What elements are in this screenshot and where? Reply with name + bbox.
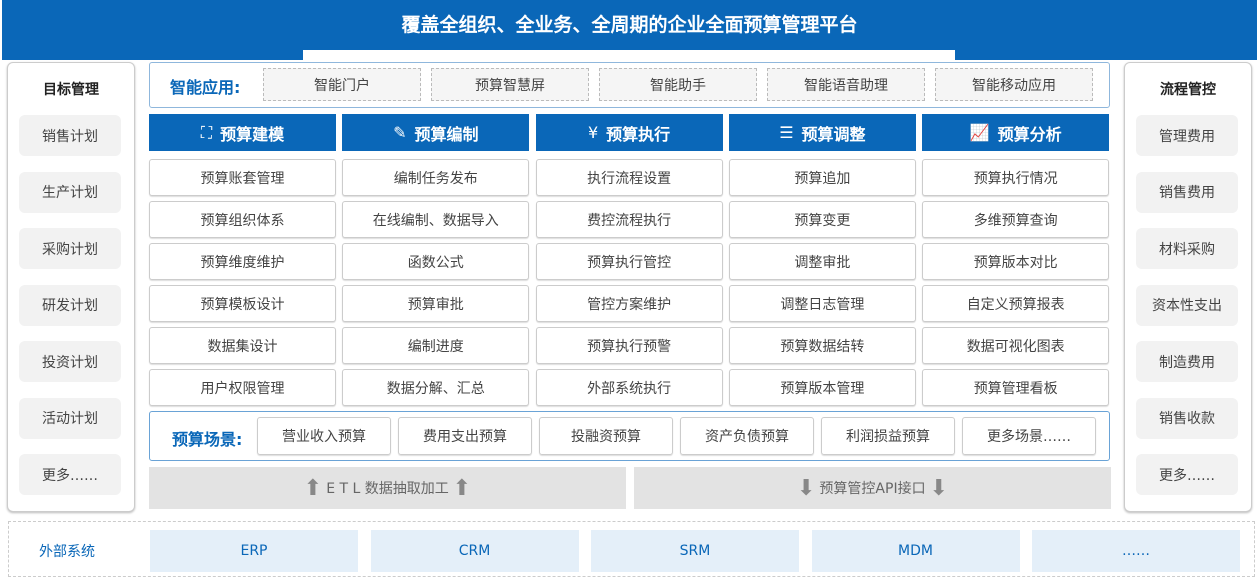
left-panel-title: 目标管理 — [43, 82, 99, 98]
right-panel-process-control: 流程管控 管理费用销售费用材料采购资本性支出制造费用销售收款更多…… — [1124, 62, 1252, 512]
module-function-item[interactable]: 数据集设计 — [149, 327, 336, 364]
right-item[interactable]: 销售费用 — [1136, 171, 1238, 213]
left-item[interactable]: 采购计划 — [19, 228, 121, 269]
right-item[interactable]: 材料采购 — [1136, 228, 1238, 269]
smart-app-item[interactable]: 智能移动应用 — [935, 68, 1093, 101]
module-function-item[interactable]: 预算管理看板 — [922, 369, 1110, 406]
external-system-item[interactable]: ERP — [150, 530, 358, 572]
module-function-item[interactable]: 自定义预算报表 — [922, 285, 1110, 322]
module-function-item[interactable]: 预算账套管理 — [149, 159, 336, 196]
module-function-item[interactable]: 预算维度维护 — [149, 243, 336, 280]
smart-apps-label: 智能应用: — [170, 78, 241, 97]
sliders-icon: ☰ — [779, 123, 794, 142]
left-item[interactable]: 投资计划 — [19, 341, 121, 382]
module-title: 预算分析 — [997, 124, 1062, 144]
api-label: 预算管控API接口 — [819, 481, 926, 497]
external-systems-row: 外部系统 ERP CRM SRM MDM …… — [8, 521, 1255, 577]
module-header[interactable]: ¥ 预算执行 — [535, 114, 723, 151]
edit-icon: ✎ — [393, 123, 407, 142]
scene-item[interactable]: 投融资预算 — [539, 417, 673, 455]
module-function-item[interactable]: 预算执行管控 — [535, 243, 723, 280]
header-underline — [303, 50, 955, 60]
module-function-item[interactable]: 预算数据结转 — [728, 327, 916, 364]
module-header[interactable]: ☰ 预算调整 — [728, 114, 916, 151]
right-item[interactable]: 管理费用 — [1136, 115, 1238, 156]
arrow-down-icon: ⬇ — [796, 475, 816, 501]
cubes-icon: ⛶ — [200, 122, 213, 142]
module-function-item[interactable]: 预算组织体系 — [149, 201, 336, 238]
smart-apps-row: 智能应用: 智能门户 预算智慧屏 智能助手 智能语音助理 智能移动应用 — [149, 62, 1110, 108]
module-function-item[interactable]: 数据分解、汇总 — [342, 369, 530, 406]
scene-item[interactable]: 费用支出预算 — [398, 417, 532, 455]
arrow-up-icon: ⬆ — [452, 475, 472, 501]
smart-app-item[interactable]: 智能助手 — [599, 68, 757, 101]
module-function-item[interactable]: 预算执行情况 — [922, 159, 1110, 196]
module-function-item[interactable]: 编制进度 — [342, 327, 530, 364]
arrow-up-icon: ⬆ — [303, 475, 323, 501]
right-item[interactable]: 销售收款 — [1136, 397, 1238, 439]
right-item[interactable]: 制造费用 — [1136, 341, 1238, 382]
module-title: 预算调整 — [801, 124, 866, 144]
module-function-item[interactable]: 执行流程设置 — [535, 159, 723, 196]
smart-app-item[interactable]: 智能门户 — [263, 68, 421, 101]
page-title: 覆盖全组织、全业务、全周期的企业全面预算管理平台 — [401, 14, 858, 36]
scenes-label: 预算场景: — [172, 430, 243, 449]
module-function-item[interactable]: 预算审批 — [342, 285, 530, 322]
scene-item[interactable]: 利润损益预算 — [821, 417, 955, 455]
external-system-item[interactable]: CRM — [370, 530, 579, 572]
module-title: 预算编制 — [414, 124, 479, 144]
module-function-item[interactable]: 管控方案维护 — [535, 285, 723, 322]
module-function-item[interactable]: 调整审批 — [728, 243, 916, 280]
external-system-item[interactable]: SRM — [591, 530, 799, 572]
right-panel-title: 流程管控 — [1160, 82, 1216, 98]
module-function-item[interactable]: 费控流程执行 — [535, 201, 723, 238]
module-header[interactable]: 📈 预算分析 — [922, 114, 1110, 151]
smart-app-item[interactable]: 智能语音助理 — [767, 68, 925, 101]
external-system-item[interactable]: MDM — [811, 530, 1020, 572]
module-function-item[interactable]: 在线编制、数据导入 — [342, 201, 530, 238]
left-item[interactable]: 更多…… — [19, 454, 121, 495]
module-title: 预算建模 — [220, 124, 285, 144]
external-system-item[interactable]: …… — [1032, 530, 1240, 572]
chart-icon: 📈 — [969, 123, 990, 142]
left-item[interactable]: 研发计划 — [19, 284, 121, 326]
clipboard-yuan-icon: ¥ — [587, 123, 599, 142]
module-function-item[interactable]: 外部系统执行 — [535, 369, 723, 406]
scene-item[interactable]: 更多场景…… — [962, 417, 1096, 455]
etl-label: E T L 数据抽取加工 — [326, 481, 449, 497]
module-function-item[interactable]: 数据可视化图表 — [922, 327, 1110, 364]
smart-app-item[interactable]: 预算智慧屏 — [431, 68, 589, 101]
module-function-item[interactable]: 预算变更 — [728, 201, 916, 238]
module-function-item[interactable]: 用户权限管理 — [149, 369, 336, 406]
module-function-item[interactable]: 预算模板设计 — [149, 285, 336, 322]
module-function-item[interactable]: 编制任务发布 — [342, 159, 530, 196]
left-item[interactable]: 生产计划 — [19, 171, 121, 213]
module-function-item[interactable]: 预算执行预警 — [535, 327, 723, 364]
module-header[interactable]: ✎ 预算编制 — [342, 114, 530, 151]
etl-bar: ⬆ E T L 数据抽取加工 ⬆ — [149, 467, 626, 509]
budget-scenes-row: 预算场景: 营业收入预算 费用支出预算 投融资预算 资产负债预算 利润损益预算 更多场景…… — [149, 411, 1110, 461]
scene-item[interactable]: 营业收入预算 — [257, 417, 391, 455]
module-function-item[interactable]: 函数公式 — [342, 243, 530, 280]
left-item[interactable]: 活动计划 — [19, 397, 121, 439]
right-item[interactable]: 资本性支出 — [1136, 284, 1238, 326]
module-header[interactable]: ⛶ 预算建模 — [149, 114, 336, 151]
module-function-item[interactable]: 多维预算查询 — [922, 201, 1110, 238]
module-function-item[interactable]: 预算版本管理 — [728, 369, 916, 406]
scene-item[interactable]: 资产负债预算 — [680, 417, 814, 455]
module-title: 预算执行 — [606, 124, 671, 144]
module-function-item[interactable]: 预算版本对比 — [922, 243, 1110, 280]
left-panel-target-management: 目标管理 销售计划生产计划采购计划研发计划投资计划活动计划更多…… — [7, 62, 135, 512]
api-bar: ⬇ 预算管控API接口 ⬇ — [634, 467, 1111, 509]
arrow-down-icon: ⬇ — [929, 475, 949, 501]
right-item[interactable]: 更多…… — [1136, 454, 1238, 495]
module-function-item[interactable]: 调整日志管理 — [728, 285, 916, 322]
module-function-item[interactable]: 预算追加 — [728, 159, 916, 196]
external-label: 外部系统 — [39, 544, 95, 560]
left-item[interactable]: 销售计划 — [19, 115, 121, 156]
